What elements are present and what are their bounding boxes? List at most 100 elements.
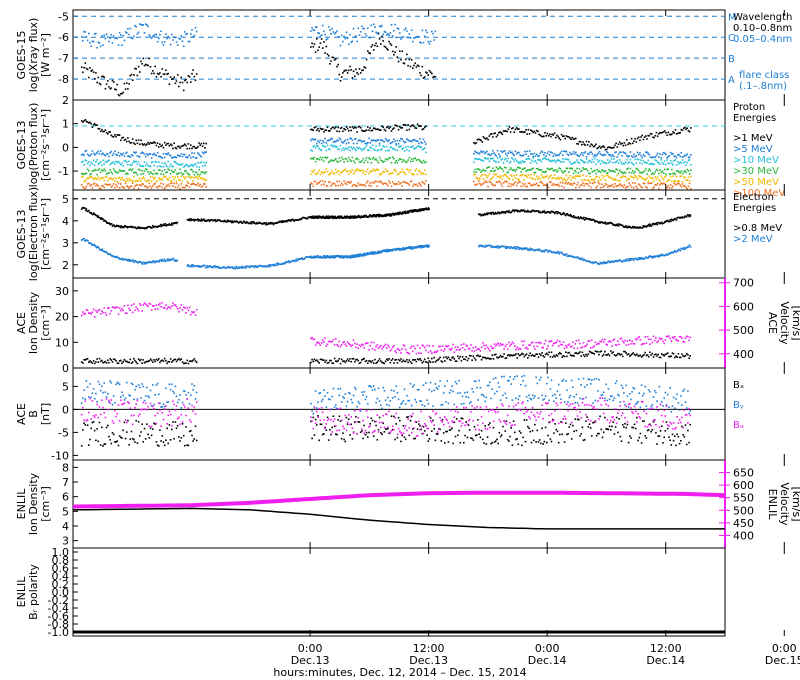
data-point	[124, 180, 127, 183]
data-point	[121, 186, 123, 188]
data-point	[355, 255, 357, 258]
data-point	[620, 151, 622, 153]
data-point	[586, 152, 589, 155]
data-point	[615, 179, 617, 182]
data-point	[166, 37, 168, 40]
data-point	[397, 249, 400, 251]
data-point	[425, 161, 427, 163]
data-point	[301, 257, 303, 259]
data-point	[243, 220, 246, 223]
data-point	[150, 359, 153, 362]
data-point	[584, 183, 587, 185]
data-point	[205, 171, 207, 173]
data-point	[204, 147, 206, 149]
data-point	[551, 177, 553, 179]
data-point	[669, 151, 672, 154]
data-point	[596, 168, 598, 171]
data-point	[195, 157, 198, 159]
data-point	[522, 179, 525, 181]
data-point	[620, 353, 623, 356]
data-point	[191, 360, 193, 363]
data-point	[622, 175, 625, 177]
data-point	[420, 359, 422, 362]
data-point	[158, 177, 160, 180]
data-point	[345, 31, 348, 34]
data-point	[421, 29, 424, 32]
data-point	[387, 170, 389, 172]
data-point	[107, 36, 109, 38]
data-point	[654, 159, 657, 161]
data-point	[428, 245, 430, 248]
data-point	[339, 138, 342, 141]
data-point	[329, 359, 331, 362]
data-point	[533, 171, 536, 174]
data-point	[95, 161, 97, 163]
data-point	[540, 135, 543, 138]
data-point	[511, 355, 514, 357]
data-point	[589, 145, 591, 148]
data-point	[278, 221, 280, 224]
data-point	[314, 26, 317, 28]
data-point	[376, 149, 379, 152]
data-point	[682, 248, 685, 251]
data-point	[339, 80, 342, 82]
data-point	[514, 177, 517, 179]
data-point	[142, 172, 145, 175]
data-point	[414, 36, 416, 39]
data-point	[490, 153, 493, 155]
data-point	[402, 62, 405, 64]
data-point	[356, 358, 358, 361]
data-point	[188, 219, 190, 222]
data-point	[478, 245, 480, 248]
data-point	[107, 160, 109, 162]
data-point	[160, 260, 163, 263]
data-point	[134, 185, 136, 187]
data-point	[361, 359, 363, 361]
data-point	[180, 35, 183, 37]
data-point	[346, 127, 349, 130]
data-point	[154, 360, 156, 363]
data-point	[110, 162, 113, 165]
data-point	[104, 311, 107, 314]
data-point	[313, 255, 315, 258]
data-point	[515, 168, 518, 171]
data-point	[410, 124, 413, 127]
data-point	[547, 186, 550, 189]
data-point	[147, 141, 149, 144]
data-point	[124, 31, 127, 33]
data-point	[112, 358, 115, 360]
data-point	[329, 139, 331, 141]
data-point	[382, 145, 384, 147]
data-point	[687, 129, 690, 132]
data-point	[208, 220, 211, 223]
data-point	[249, 221, 252, 224]
data-point	[642, 171, 645, 173]
data-point	[397, 248, 399, 250]
data-point	[395, 36, 397, 39]
data-point	[83, 359, 85, 361]
data-point	[603, 175, 606, 177]
data-point	[611, 260, 614, 263]
data-point	[163, 156, 166, 159]
data-point	[166, 178, 168, 180]
data-point	[558, 137, 560, 139]
data-point	[324, 33, 326, 36]
y-tick-label: 2	[62, 94, 69, 107]
data-point	[344, 128, 347, 131]
data-point	[356, 146, 358, 149]
data-point	[201, 185, 204, 187]
data-point	[564, 137, 566, 140]
data-point	[615, 142, 617, 145]
data-point	[551, 356, 554, 358]
data-point	[629, 143, 632, 145]
data-point	[490, 133, 493, 135]
data-point	[675, 183, 678, 186]
data-point	[678, 248, 681, 251]
data-point	[614, 171, 616, 173]
data-point	[104, 37, 107, 40]
data-point	[642, 177, 645, 180]
data-point	[283, 263, 285, 265]
data-point	[109, 168, 111, 171]
data-point	[629, 258, 631, 260]
data-point	[99, 249, 101, 251]
